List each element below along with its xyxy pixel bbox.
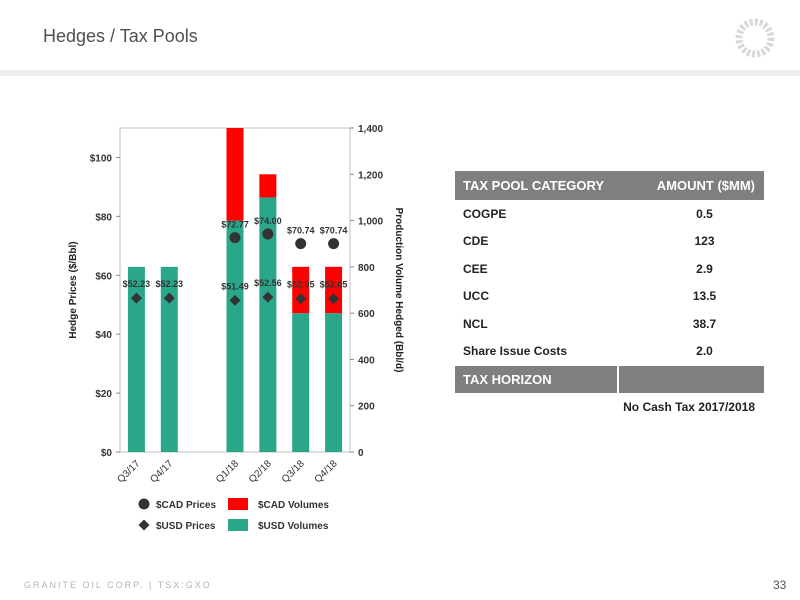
usd-volume-bar	[259, 197, 277, 452]
y2-tick-label: 1,200	[358, 170, 383, 181]
cad-price-label: $70.74	[320, 226, 348, 236]
tax-horizon-value: No Cash Tax 2017/2018	[623, 400, 755, 414]
table-row: CDE 123	[455, 228, 764, 256]
x-tick-label: Q3/17	[116, 458, 143, 485]
row-category: COGPE	[463, 206, 507, 221]
cad-price-marker	[262, 228, 274, 240]
tax-horizon-label: TAX HORIZON	[455, 366, 617, 393]
usd-volume-bar	[226, 220, 244, 452]
cad-price-marker	[328, 238, 340, 250]
tax-horizon-header-blank	[619, 366, 764, 393]
row-amount: 0.5	[696, 206, 713, 221]
header-amount: AMOUNT ($MM)	[656, 178, 755, 193]
y-tick-label: $40	[95, 330, 112, 341]
usd-price-marker	[130, 292, 142, 304]
cad-price-marker	[295, 238, 307, 250]
row-amount: 38.7	[692, 316, 717, 331]
legend-usd-volume-swatch	[228, 519, 248, 531]
y2-tick-label: 400	[358, 355, 375, 366]
usd-volume-bar	[292, 313, 310, 452]
x-tick-label: Q2/18	[247, 458, 274, 485]
table-row: NCL 38.7	[455, 310, 764, 338]
usd-price-label: $52.05	[287, 280, 315, 290]
y2-tick-label: 800	[358, 263, 375, 274]
y2-tick-label: 0	[358, 448, 364, 459]
usd-price-marker	[229, 294, 241, 306]
row-amount: 13.5	[692, 289, 717, 304]
x-tick-label: Q1/18	[214, 458, 241, 485]
company-logo	[735, 18, 775, 58]
legend-cad-volume-swatch	[228, 498, 248, 510]
usd-volume-bar	[127, 266, 145, 452]
cad-volume-bar	[292, 266, 310, 314]
y-axis-label: Hedge Prices ($/Bbl)	[68, 241, 79, 338]
usd-price-label: $52.23	[156, 279, 184, 289]
usd-price-label: $52.05	[320, 280, 348, 290]
page-number: 33	[773, 578, 787, 592]
usd-price-label: $51.49	[221, 281, 249, 291]
cad-volume-bar	[325, 266, 343, 314]
cad-price-label: $72.77	[221, 220, 249, 230]
y2-axis-label: Production Volume Hedged (Bbl/d)	[393, 208, 404, 373]
y-tick-label: $0	[101, 448, 113, 459]
usd-price-marker	[262, 291, 274, 303]
legend-label: $CAD Prices	[156, 500, 216, 511]
legend-label: $USD Volumes	[258, 521, 329, 532]
table-row: CEE 2.9	[455, 255, 764, 283]
y-tick-label: $100	[90, 153, 113, 164]
legend-usd-price-symbol	[138, 519, 150, 531]
usd-price-marker	[295, 293, 307, 305]
cad-price-marker	[229, 232, 241, 244]
y-tick-label: $20	[95, 389, 112, 400]
usd-price-label: $52.23	[123, 279, 151, 289]
table-row: COGPE 0.5	[455, 200, 764, 228]
x-tick-label: Q4/17	[148, 458, 175, 485]
legend-cad-price-symbol	[138, 498, 150, 510]
row-amount: 123	[694, 234, 715, 249]
x-tick-label: Q4/18	[313, 458, 340, 485]
row-amount: 2.0	[696, 344, 713, 359]
cad-price-label: $74.00	[254, 216, 282, 226]
table-row: Share Issue Costs 2.0	[455, 338, 764, 366]
usd-volume-bar	[325, 313, 343, 452]
row-category: Share Issue Costs	[463, 344, 568, 359]
x-tick-label: Q3/18	[280, 458, 307, 485]
usd-price-marker	[163, 292, 175, 304]
y-tick-label: $80	[95, 212, 112, 223]
usd-price-marker	[328, 293, 340, 305]
row-category: CDE	[463, 234, 489, 249]
slide-title: Hedges / Tax Pools	[43, 26, 198, 46]
y2-tick-label: 1,000	[358, 217, 383, 228]
legend-label: $CAD Volumes	[258, 500, 329, 511]
cad-volume-bar	[226, 128, 244, 221]
row-category: UCC	[463, 289, 489, 304]
table-row: UCC 13.5	[455, 283, 764, 311]
usd-price-label: $52.56	[254, 278, 282, 288]
tax-pool-table: TAX POOL CATEGORY AMOUNT ($MM) COGPE 0.5…	[455, 171, 764, 421]
tax-horizon-header: TAX HORIZON	[455, 366, 764, 393]
y2-tick-label: 1,400	[358, 124, 383, 135]
hedge-chart: $0 $20 $40 $60 $80 $100 0 200 400 600 800 1,000 1,20…	[68, 124, 404, 532]
row-amount: 2.9	[696, 261, 713, 276]
cad-price-label: $70.74	[287, 226, 315, 236]
legend-label: $USD Prices	[156, 521, 216, 532]
y-tick-label: $60	[95, 271, 112, 282]
cad-volume-bar	[259, 174, 277, 198]
header-category: TAX POOL CATEGORY	[463, 178, 605, 193]
row-category: CEE	[463, 261, 488, 276]
y2-tick-label: 200	[358, 402, 375, 413]
row-category: NCL	[463, 316, 488, 331]
y2-tick-label: 600	[358, 309, 375, 320]
tax-table-header: TAX POOL CATEGORY AMOUNT ($MM)	[455, 171, 764, 200]
usd-volume-bar	[160, 266, 178, 452]
footer-company: GRANITE OIL CORP. | TSX:GXO	[24, 580, 212, 590]
header-divider	[0, 70, 800, 76]
